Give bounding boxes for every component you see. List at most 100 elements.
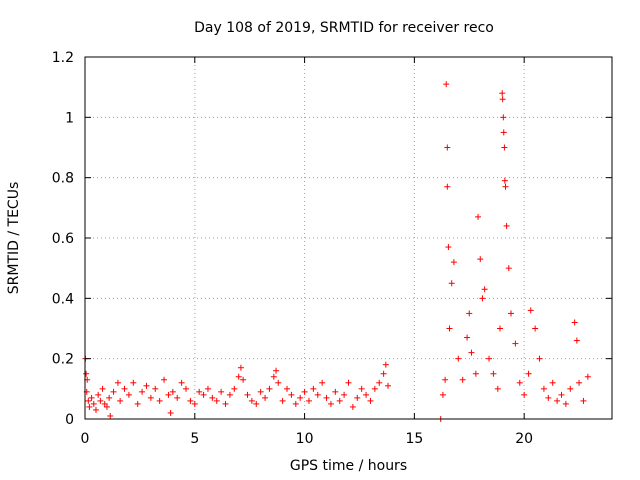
data-point (446, 325, 453, 332)
chart-title: Day 108 of 2019, SRMTID for receiver rec… (194, 20, 494, 36)
data-point (110, 388, 117, 395)
data-point (380, 370, 387, 377)
data-point (464, 334, 471, 341)
data-point (444, 144, 451, 151)
data-point (305, 397, 312, 404)
data-point (191, 400, 198, 407)
data-point (445, 244, 452, 251)
data-point (443, 81, 450, 88)
data-point (442, 376, 449, 383)
data-point (486, 355, 493, 362)
data-point (200, 391, 207, 398)
data-point (270, 373, 277, 380)
data-point (477, 256, 484, 263)
data-point (134, 400, 141, 407)
data-point (156, 397, 163, 404)
data-point (99, 385, 106, 392)
data-point (571, 319, 578, 326)
data-point (354, 394, 361, 401)
data-point (479, 295, 486, 302)
data-point (152, 385, 159, 392)
data-point (363, 391, 370, 398)
y-tick-label: 1.2 (52, 50, 74, 66)
data-point (244, 391, 251, 398)
data-point (349, 403, 356, 410)
axis-ticks: 0 0.2 0.4 0.6 0.8 1 1.2 0 5 10 15 20 (52, 50, 612, 447)
data-point (178, 379, 185, 386)
data-point (499, 96, 506, 103)
x-tick-label: 0 (81, 431, 90, 447)
data-point (490, 370, 497, 377)
data-point (121, 385, 128, 392)
data-point (248, 397, 255, 404)
data-point (165, 391, 172, 398)
data-point (240, 376, 247, 383)
data-point (527, 307, 534, 314)
data-point (500, 114, 507, 121)
data-point (521, 391, 528, 398)
data-point (580, 397, 587, 404)
data-point (301, 388, 308, 395)
x-tick-label: 10 (296, 431, 314, 447)
data-point (83, 370, 90, 377)
data-point (196, 388, 203, 395)
data-point (92, 406, 99, 413)
data-point (444, 183, 451, 190)
data-point (336, 397, 343, 404)
y-tick-label: 0.6 (52, 231, 74, 247)
data-point (501, 177, 508, 184)
data-point (275, 379, 282, 386)
data-point (213, 397, 220, 404)
data-point (86, 403, 93, 410)
data-point (253, 400, 260, 407)
y-tick-label: 0 (65, 412, 74, 428)
data-point (502, 183, 509, 190)
data-point (117, 397, 124, 404)
data-point (257, 388, 264, 395)
y-tick-label: 0.4 (52, 291, 74, 307)
data-point (161, 376, 168, 383)
grid-lines (85, 57, 612, 419)
data-point (500, 129, 507, 136)
data-point (222, 400, 229, 407)
data-point (507, 310, 514, 317)
data-point (95, 391, 102, 398)
y-tick-label: 1 (65, 110, 74, 126)
data-point (545, 394, 552, 401)
data-point (266, 385, 273, 392)
data-point (114, 379, 121, 386)
data-point (584, 373, 591, 380)
data-point (125, 391, 132, 398)
data-point (494, 385, 501, 392)
x-tick-label: 20 (515, 431, 533, 447)
data-point (147, 394, 154, 401)
data-point (332, 388, 339, 395)
data-point (516, 379, 523, 386)
data-point (226, 391, 233, 398)
data-point (576, 379, 583, 386)
x-tick-label: 5 (190, 431, 199, 447)
data-point (103, 403, 110, 410)
y-axis-label: SRMTID / TECUs (6, 182, 22, 295)
x-tick-label: 15 (405, 431, 423, 447)
data-point (97, 397, 104, 404)
data-point (288, 391, 295, 398)
data-point (106, 394, 113, 401)
data-point (573, 337, 580, 344)
data-point (439, 391, 446, 398)
data-point (503, 222, 510, 229)
data-point (139, 388, 146, 395)
data-point (209, 394, 216, 401)
data-point (85, 397, 92, 404)
data-point (88, 394, 95, 401)
data-point (367, 397, 374, 404)
data-point (475, 213, 482, 220)
data-point (358, 385, 365, 392)
data-point (297, 394, 304, 401)
data-point (554, 397, 561, 404)
data-point (376, 379, 383, 386)
data-point (279, 397, 286, 404)
data-point (183, 385, 190, 392)
data-point (218, 388, 225, 395)
data-point (540, 385, 547, 392)
